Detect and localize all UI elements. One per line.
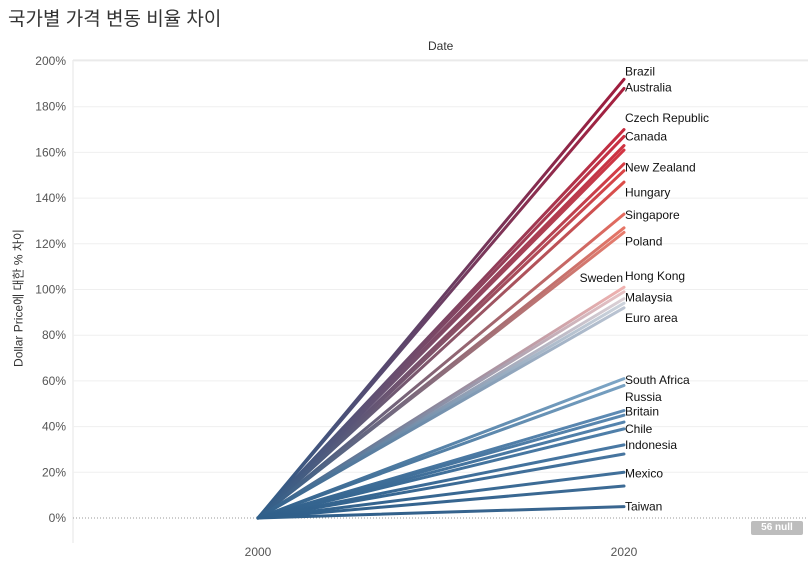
series-label-brazil: Brazil	[625, 64, 655, 78]
series-label-new-zealand: New Zealand	[625, 160, 696, 174]
series-line-poland	[256, 230, 626, 520]
gridlines	[72, 59, 808, 543]
series-label-indonesia: Indonesia	[625, 438, 677, 452]
series-line-hungary	[256, 180, 626, 520]
y-tick-label: 140%	[35, 191, 66, 205]
y-tick-label: 40%	[42, 420, 66, 434]
series-line-indonesia	[256, 443, 626, 520]
series-line-unlabeled-24	[256, 452, 626, 520]
x-tick-label: 2020	[611, 545, 638, 559]
y-tick-label: 200%	[35, 54, 66, 68]
series-label-australia: Australia	[625, 80, 672, 94]
series-label-russia: Russia	[625, 390, 662, 404]
series-label-taiwan: Taiwan	[625, 500, 662, 514]
y-tick-label: 100%	[35, 283, 66, 297]
x-tick-label: 2000	[245, 545, 272, 559]
series-label-britain: Britain	[625, 405, 659, 419]
y-tick-label: 60%	[42, 374, 66, 388]
series-label-czech-republic: Czech Republic	[625, 111, 709, 125]
series-line-australia	[256, 86, 626, 520]
series-line-unlabeled-26	[256, 484, 626, 520]
series-line-russia	[256, 383, 626, 520]
series-line-taiwan	[256, 505, 626, 520]
series-line-mexico	[256, 470, 626, 520]
series-line-chile	[256, 427, 626, 520]
series-lines	[256, 77, 626, 520]
chart-title: 국가별 가격 변동 비율 차이	[8, 9, 222, 30]
series-label-sweden: Sweden	[580, 271, 623, 285]
y-tick-label: 160%	[35, 145, 66, 159]
null-count-badge[interactable]: 56 null	[751, 521, 803, 535]
series-label-poland: Poland	[625, 235, 662, 249]
series-label-euro-area: Euro area	[625, 311, 678, 325]
series-line-canada	[256, 148, 626, 520]
series-label-south-africa: South Africa	[625, 373, 690, 387]
series-label-canada: Canada	[625, 129, 667, 143]
y-tick-label: 20%	[42, 465, 66, 479]
y-tick-label: 0%	[49, 511, 67, 525]
series-label-malaysia: Malaysia	[625, 290, 673, 304]
series-label-singapore: Singapore	[625, 208, 680, 222]
series-label-hungary: Hungary	[625, 185, 670, 199]
y-tick-label: 120%	[35, 237, 66, 251]
axes: 0% 20% 40% 60% 80% 100% 120% 140% 160% 180% 200% 20…	[35, 54, 637, 559]
series-labels: Brazil Australia Czech Republic Canada New Z…	[580, 64, 709, 513]
series-label-hong-kong: Hong Kong	[625, 269, 685, 283]
series-line-euro-area	[256, 306, 626, 520]
series-label-chile: Chile	[625, 422, 653, 436]
y-tick-label: 80%	[42, 328, 66, 342]
y-tick-label: 180%	[35, 100, 66, 114]
series-label-mexico: Mexico	[625, 466, 663, 480]
series-line-singapore	[256, 212, 626, 520]
date-column-header: Date	[428, 39, 454, 53]
